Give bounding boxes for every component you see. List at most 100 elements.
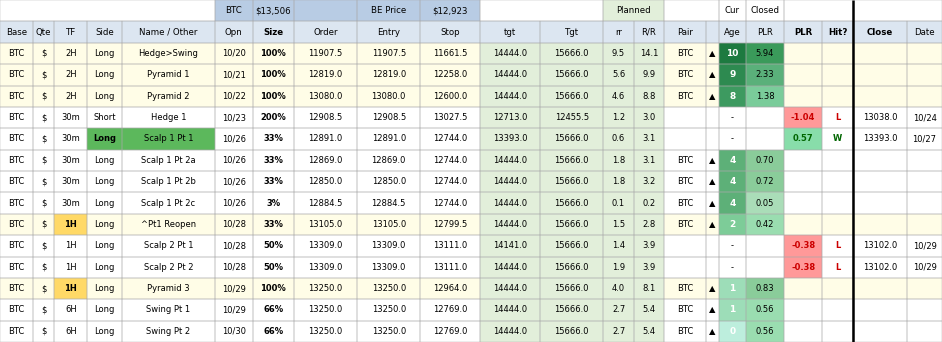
Bar <box>719 21 746 43</box>
Bar <box>907 278 942 299</box>
Bar <box>784 321 822 342</box>
Bar <box>746 256 784 278</box>
Text: 15666.0: 15666.0 <box>555 241 589 250</box>
Bar <box>634 86 664 107</box>
Text: ▲: ▲ <box>709 49 716 58</box>
Bar <box>252 192 294 214</box>
Bar <box>719 107 746 128</box>
Bar <box>357 0 420 21</box>
Bar <box>719 86 746 107</box>
Bar <box>420 214 480 235</box>
Bar <box>33 321 55 342</box>
Bar <box>664 107 706 128</box>
Bar <box>907 86 942 107</box>
Bar <box>122 171 215 192</box>
Bar <box>122 235 215 256</box>
Bar <box>784 43 822 64</box>
Bar <box>784 192 822 214</box>
Bar <box>420 321 480 342</box>
Text: $: $ <box>41 177 46 186</box>
Bar <box>540 107 603 128</box>
Bar <box>55 299 87 321</box>
Bar <box>719 214 746 235</box>
Text: 13080.0: 13080.0 <box>371 92 406 101</box>
Bar <box>33 214 55 235</box>
Bar <box>294 192 357 214</box>
Text: 12713.0: 12713.0 <box>493 113 528 122</box>
Text: Size: Size <box>263 28 284 37</box>
Bar <box>822 256 853 278</box>
Text: Hit?: Hit? <box>828 28 847 37</box>
Bar <box>87 214 122 235</box>
Bar <box>603 0 664 21</box>
Text: 6H: 6H <box>65 305 76 314</box>
Bar <box>784 150 822 171</box>
Text: BTC: BTC <box>8 49 24 58</box>
Bar <box>122 256 215 278</box>
Bar <box>603 256 634 278</box>
Text: 12850.0: 12850.0 <box>372 177 406 186</box>
Text: 1.2: 1.2 <box>612 113 625 122</box>
Bar <box>603 64 634 86</box>
Text: 0: 0 <box>729 327 736 336</box>
Bar <box>294 150 357 171</box>
Bar <box>252 171 294 192</box>
Bar <box>540 21 603 43</box>
Bar <box>480 299 540 321</box>
Bar <box>33 86 55 107</box>
Bar <box>822 235 853 256</box>
Bar <box>357 107 420 128</box>
Bar <box>664 0 719 21</box>
Text: 2H: 2H <box>65 92 76 101</box>
Text: 1: 1 <box>729 284 736 293</box>
Text: BTC: BTC <box>8 220 24 229</box>
Bar <box>294 256 357 278</box>
Bar <box>420 43 480 64</box>
Bar <box>784 235 822 256</box>
Bar <box>634 43 664 64</box>
Text: 14444.0: 14444.0 <box>494 199 528 208</box>
Bar <box>357 214 420 235</box>
Bar <box>33 171 55 192</box>
Bar <box>907 235 942 256</box>
Bar <box>784 299 822 321</box>
Bar <box>822 150 853 171</box>
Text: 14444.0: 14444.0 <box>494 305 528 314</box>
Bar <box>87 150 122 171</box>
Bar <box>480 299 540 321</box>
Bar <box>719 235 746 256</box>
Bar <box>664 150 706 171</box>
Text: 3.2: 3.2 <box>642 177 656 186</box>
Text: $: $ <box>41 305 46 314</box>
Bar <box>603 43 634 64</box>
Bar <box>853 171 907 192</box>
Bar <box>634 150 664 171</box>
Text: L: L <box>835 241 840 250</box>
Bar <box>784 321 822 342</box>
Bar <box>55 235 87 256</box>
Text: 0.1: 0.1 <box>612 199 625 208</box>
Text: L: L <box>835 263 840 272</box>
Bar <box>664 21 706 43</box>
Bar <box>252 321 294 342</box>
Bar <box>634 321 664 342</box>
Bar <box>746 64 784 86</box>
Bar <box>0 43 33 64</box>
Bar <box>252 278 294 299</box>
Text: 30m: 30m <box>61 199 80 208</box>
Text: 3.0: 3.0 <box>642 113 656 122</box>
Text: 100%: 100% <box>261 284 286 293</box>
Bar <box>853 278 907 299</box>
Text: 0.6: 0.6 <box>612 134 625 143</box>
Bar <box>420 171 480 192</box>
Bar <box>706 86 719 107</box>
Bar <box>784 107 822 128</box>
Bar <box>784 278 822 299</box>
Bar <box>907 21 942 43</box>
Bar <box>853 235 907 256</box>
Bar <box>603 128 634 150</box>
Bar <box>357 107 420 128</box>
Bar <box>664 64 706 86</box>
Bar <box>252 21 294 43</box>
Text: 13105.0: 13105.0 <box>308 220 343 229</box>
